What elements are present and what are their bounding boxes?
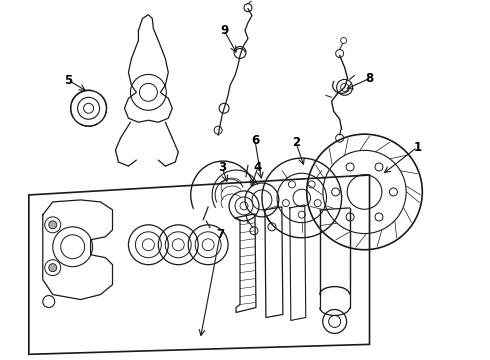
Text: 4: 4 (254, 161, 262, 174)
Text: 9: 9 (220, 24, 228, 37)
Text: 1: 1 (413, 141, 421, 154)
Text: 5: 5 (65, 74, 73, 87)
Text: 2: 2 (292, 136, 300, 149)
Text: 3: 3 (218, 161, 226, 174)
Circle shape (49, 221, 57, 229)
Circle shape (49, 264, 57, 272)
Text: 6: 6 (251, 134, 259, 147)
Text: 8: 8 (366, 72, 374, 85)
Text: 7: 7 (216, 228, 224, 241)
